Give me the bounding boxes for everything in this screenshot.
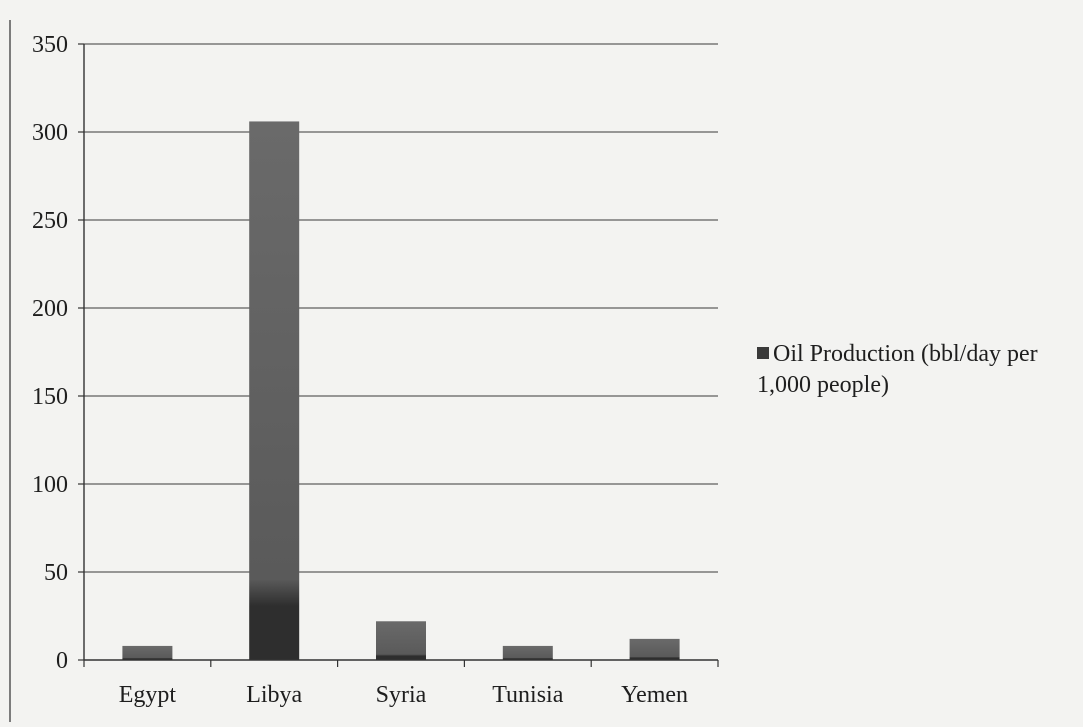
gridlines — [84, 43, 718, 573]
y-tick-label: 0 — [56, 648, 68, 674]
y-tick-label: 50 — [44, 560, 68, 586]
y-tick-label: 350 — [32, 32, 68, 58]
bars — [122, 121, 680, 660]
x-tick-label: Egypt — [119, 682, 177, 708]
y-tick-label: 200 — [32, 296, 68, 322]
y-tick-label: 150 — [32, 384, 68, 410]
y-tick-label: 100 — [32, 472, 68, 498]
y-tick-label: 250 — [32, 208, 68, 234]
bar-egypt — [122, 645, 173, 660]
bar-libya — [249, 121, 300, 660]
bar-tunisia — [502, 645, 553, 660]
bar-yemen — [629, 638, 680, 660]
x-tick-label: Syria — [376, 682, 427, 708]
x-tick-label: Tunisia — [492, 682, 563, 708]
x-tick-label: Libya — [246, 682, 302, 708]
x-tick-label: Yemen — [621, 682, 688, 708]
legend: Oil Production (bbl/day per 1,000 people… — [757, 339, 1077, 401]
y-axis: 0 50 100 150 200 250 300 350 — [32, 32, 85, 674]
bar-syria — [376, 621, 426, 660]
legend-label: Oil Production (bbl/day per 1,000 people… — [757, 341, 1038, 398]
x-axis: Egypt Libya Syria Tunisia Yemen — [83, 659, 719, 708]
y-tick-label: 300 — [32, 120, 68, 146]
legend-swatch-icon — [757, 347, 769, 359]
